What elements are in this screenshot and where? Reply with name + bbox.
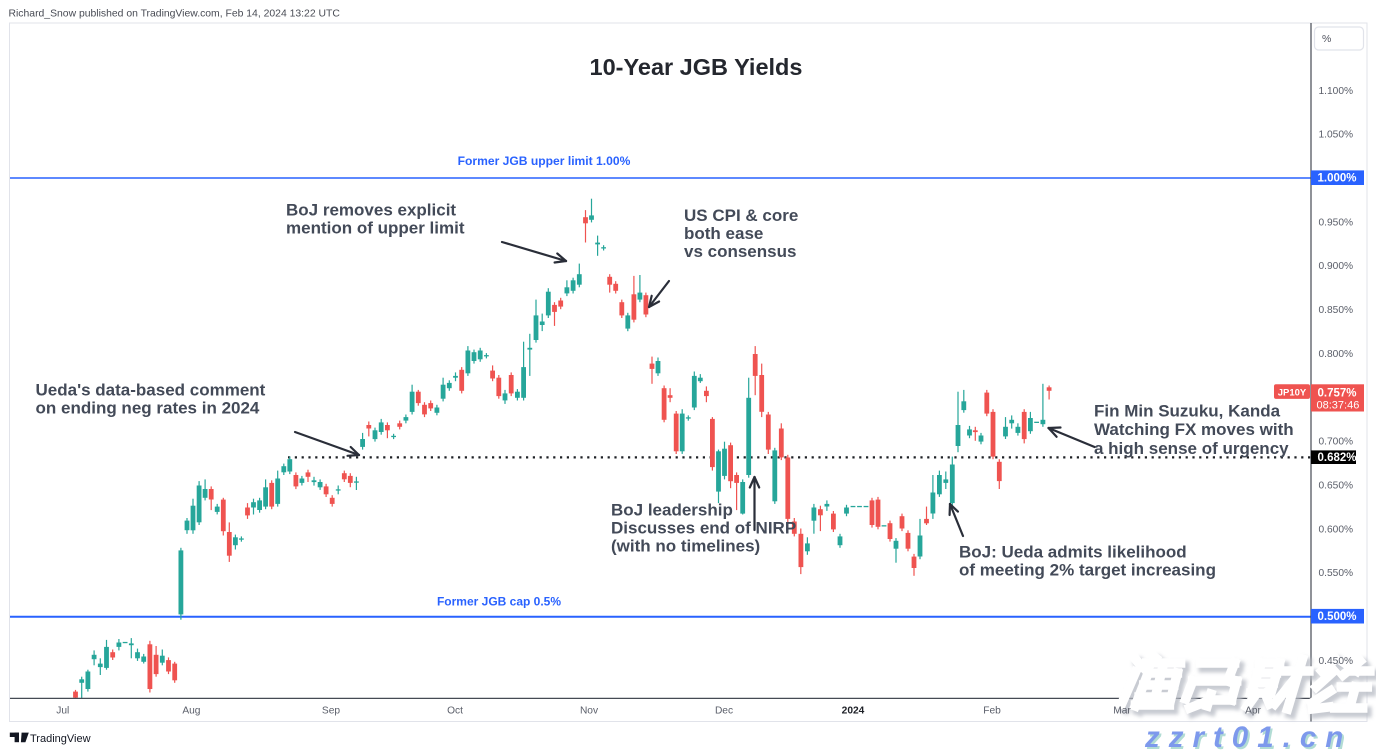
svg-text:both ease: both ease <box>684 224 763 243</box>
svg-text:on ending neg rates in 2024: on ending neg rates in 2024 <box>36 399 260 418</box>
svg-text:Fin Min Suzuku, Kanda: Fin Min Suzuku, Kanda <box>1094 402 1281 421</box>
svg-text:TradingView: TradingView <box>30 733 91 745</box>
svg-text:0.600%: 0.600% <box>1319 524 1354 535</box>
svg-text:1.000%: 1.000% <box>1318 173 1357 185</box>
svg-text:Former JGB upper limit 1.00%: Former JGB upper limit 1.00% <box>458 154 631 168</box>
svg-text:2024: 2024 <box>842 706 865 717</box>
svg-text:0.757%: 0.757% <box>1318 387 1357 399</box>
svg-text:Sep: Sep <box>322 706 340 717</box>
svg-text:Mar: Mar <box>1113 706 1131 717</box>
svg-text:1.050%: 1.050% <box>1319 130 1354 141</box>
svg-text:0.682%: 0.682% <box>1318 452 1357 464</box>
svg-text:0.650%: 0.650% <box>1319 480 1354 491</box>
svg-text:Feb: Feb <box>983 706 1001 717</box>
svg-text:BoJ removes explicit: BoJ removes explicit <box>286 201 456 220</box>
svg-text:10-Year JGB Yields: 10-Year JGB Yields <box>590 54 803 80</box>
svg-text:0.950%: 0.950% <box>1319 217 1354 228</box>
svg-text:Ueda's data-based comment: Ueda's data-based comment <box>36 381 266 400</box>
svg-text:a high sense of urgency: a high sense of urgency <box>1094 439 1289 458</box>
svg-text:0.900%: 0.900% <box>1319 261 1354 272</box>
svg-text:Apr: Apr <box>1245 706 1261 717</box>
svg-text:Nov: Nov <box>580 706 599 717</box>
svg-text:1.100%: 1.100% <box>1319 86 1354 97</box>
svg-text:08:37:46: 08:37:46 <box>1317 400 1360 412</box>
svg-text:Jul: Jul <box>56 706 69 717</box>
svg-text:0.700%: 0.700% <box>1319 437 1354 448</box>
svg-text:zzrt01.cn: zzrt01.cn <box>1144 721 1352 754</box>
svg-text:zzrt01.cn: zzrt01.cn <box>1146 723 1354 754</box>
svg-text:Discusses end of NIRP: Discusses end of NIRP <box>611 519 796 538</box>
svg-text:Dec: Dec <box>715 706 733 717</box>
svg-text:%: % <box>1322 33 1331 45</box>
svg-text:BoJ: Ueda admits likelihood: BoJ: Ueda admits likelihood <box>959 543 1187 562</box>
svg-text:of meeting 2% target increasin: of meeting 2% target increasing <box>959 561 1216 580</box>
svg-text:vs consensus: vs consensus <box>684 242 796 261</box>
svg-text:Richard_Snow published on Trad: Richard_Snow published on TradingView.co… <box>9 9 341 20</box>
svg-text:mention of upper limit: mention of upper limit <box>286 219 465 238</box>
svg-text:BoJ leadership: BoJ leadership <box>611 501 733 520</box>
svg-text:0.500%: 0.500% <box>1318 611 1357 623</box>
svg-text:0.850%: 0.850% <box>1319 305 1354 316</box>
svg-text:0.450%: 0.450% <box>1319 656 1354 667</box>
svg-text:0.800%: 0.800% <box>1319 349 1354 360</box>
svg-text:Former JGB cap 0.5%: Former JGB cap 0.5% <box>437 595 561 609</box>
svg-text:0.550%: 0.550% <box>1319 568 1354 579</box>
svg-text:Oct: Oct <box>447 706 463 717</box>
svg-text:Watching FX moves with: Watching FX moves with <box>1094 420 1294 439</box>
svg-text:JP10Y: JP10Y <box>1278 387 1307 398</box>
svg-text:US CPI & core: US CPI & core <box>684 206 798 225</box>
svg-text:(with no timelines): (with no timelines) <box>611 537 760 556</box>
svg-text:Aug: Aug <box>182 706 200 717</box>
